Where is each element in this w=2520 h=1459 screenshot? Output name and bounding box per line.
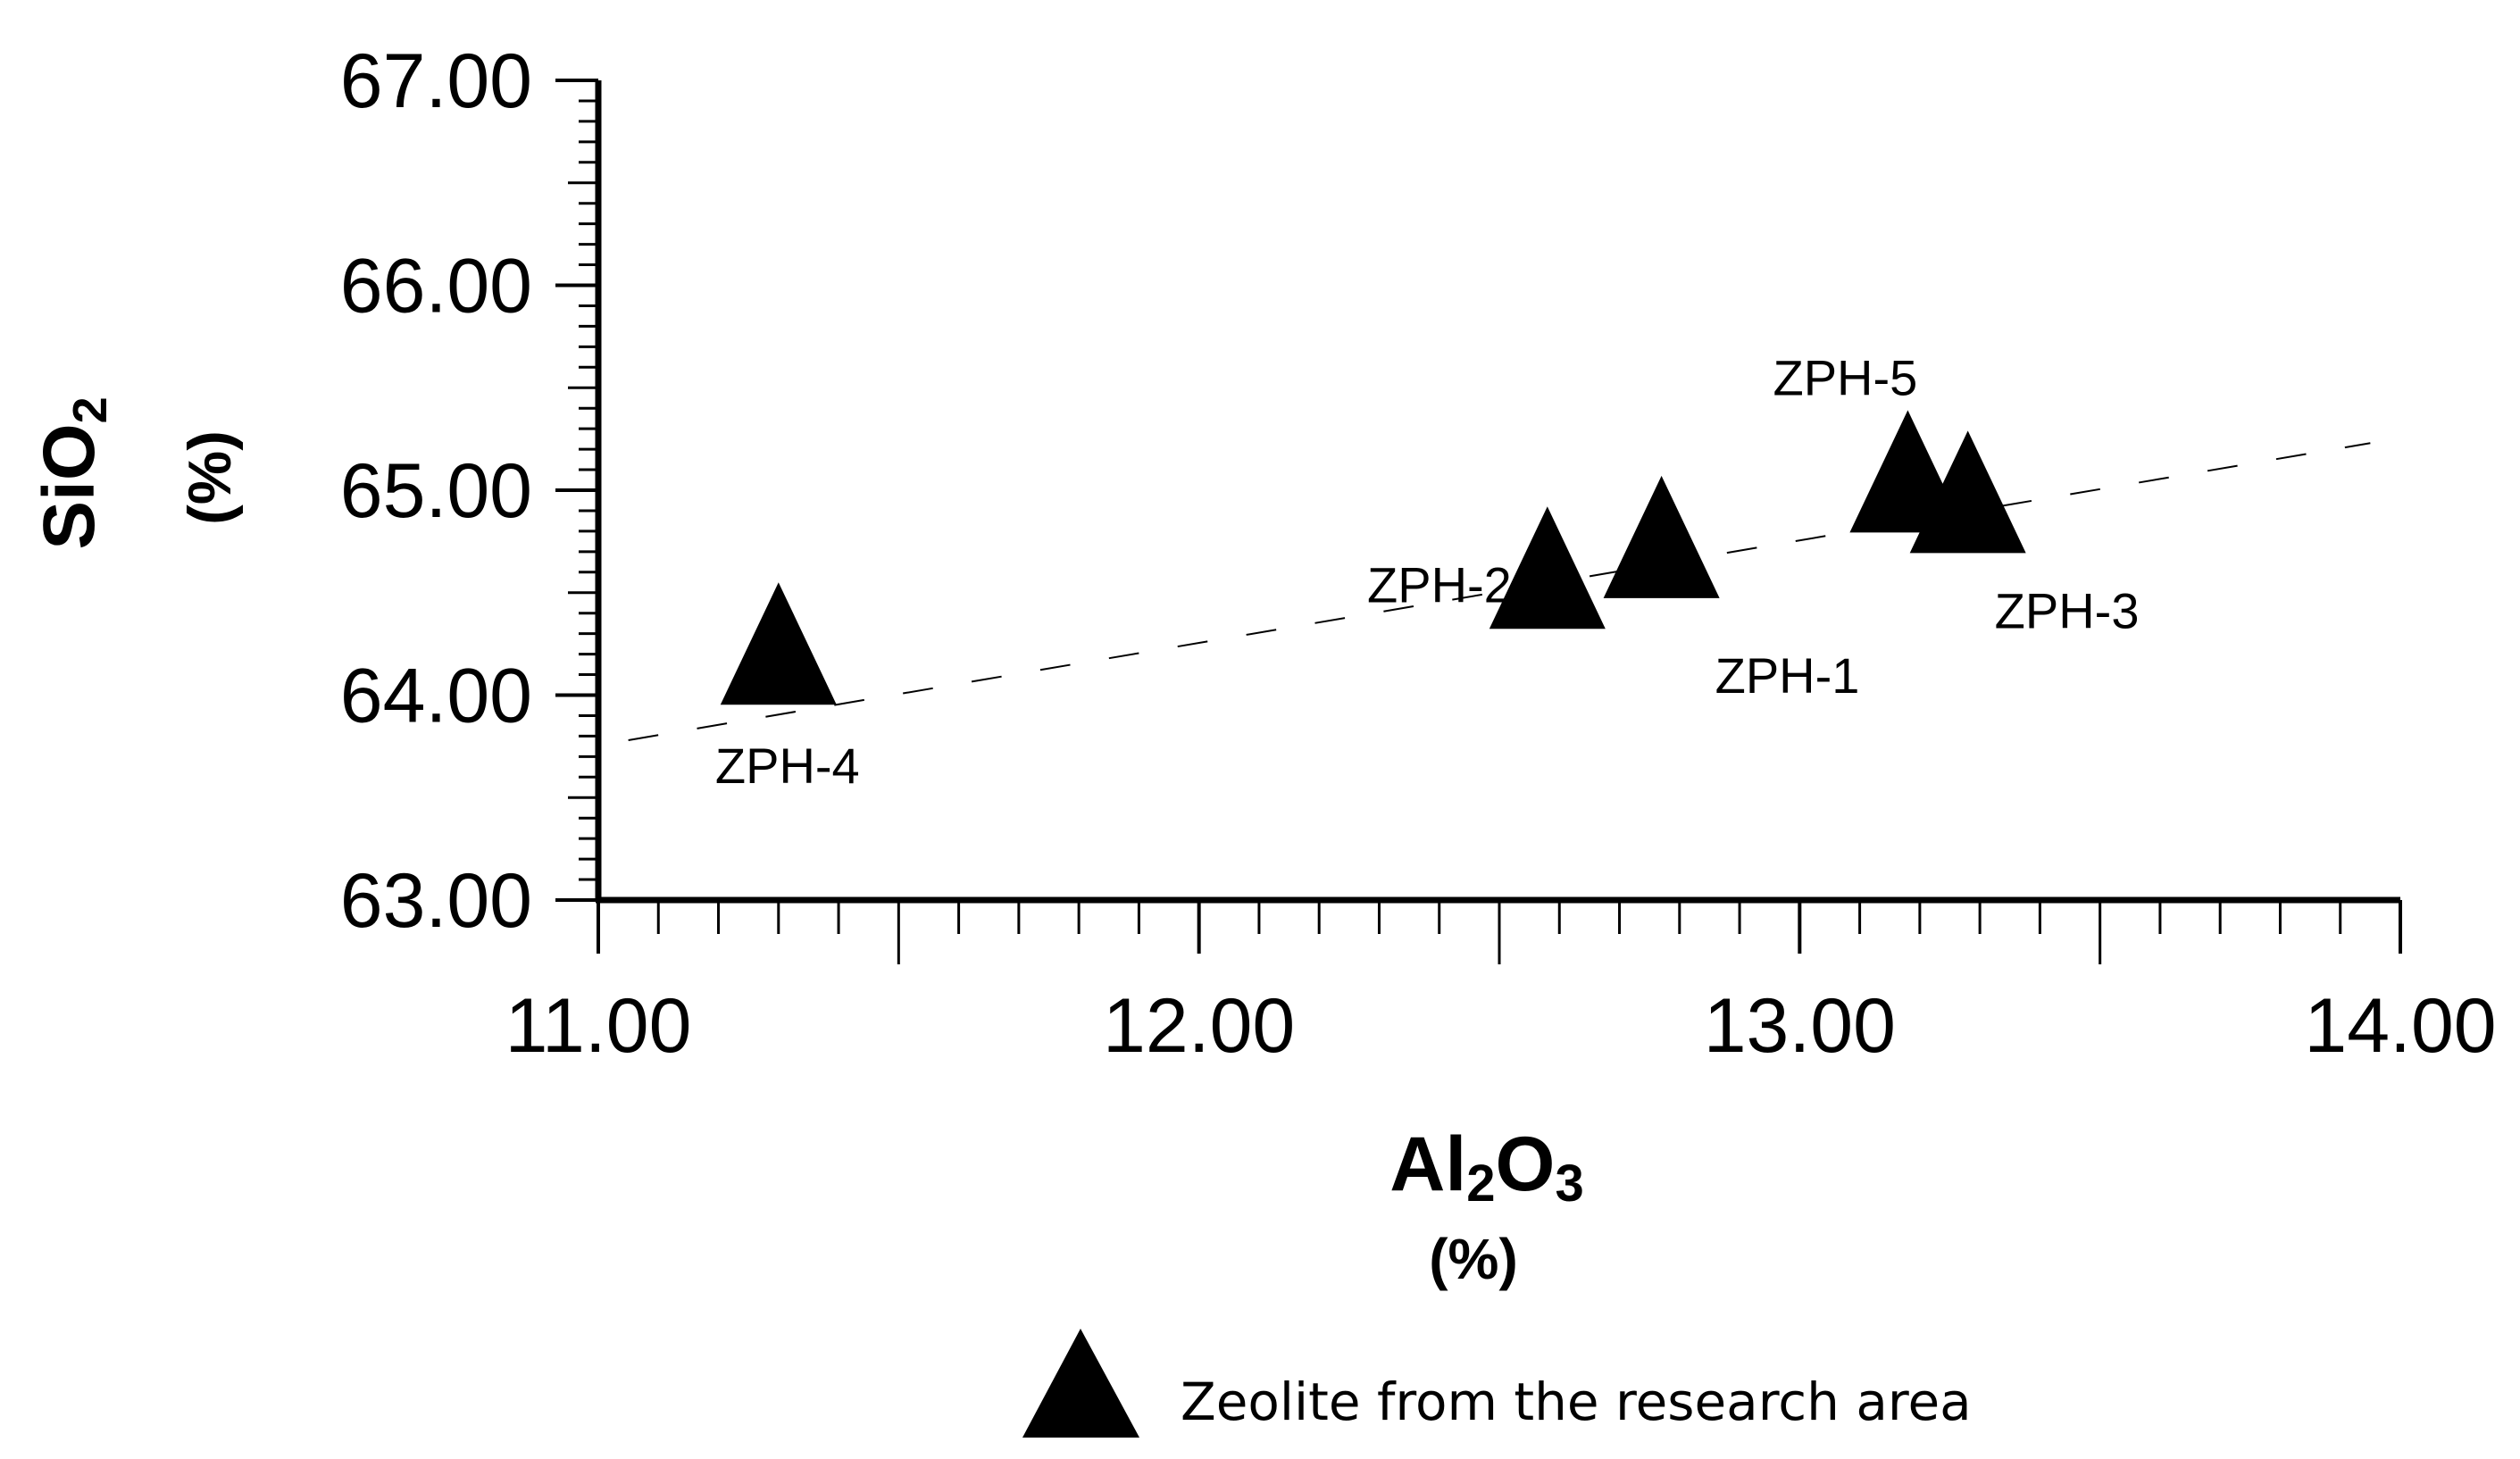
data-points xyxy=(720,410,2026,705)
x-tick-label: 14.00 xyxy=(2304,983,2496,1069)
y-tick-label: 65.00 xyxy=(340,448,532,534)
x-axis-unit: (%) xyxy=(1429,1227,1518,1291)
triangle-marker xyxy=(1489,506,1606,629)
x-axis-tick-labels: 11.00 12.00 13.00 14.00 xyxy=(505,983,2497,1069)
x-axis-title-mid: O xyxy=(1496,1121,1556,1207)
trendline-group xyxy=(628,442,2371,741)
data-point-labels: ZPH-1 ZPH-2 ZPH-3 ZPH-4 ZPH-5 xyxy=(715,349,2140,794)
legend-label: Zeolite from the research area xyxy=(1181,1371,1972,1432)
x-axis-title-subscript-1: 2 xyxy=(1466,1155,1495,1213)
point-label: ZPH-4 xyxy=(715,738,860,794)
point-label: ZPH-5 xyxy=(1773,349,1918,405)
y-axis-title-main: SiO xyxy=(29,423,110,549)
y-axis-tick-labels: 63.00 64.00 65.00 66.00 67.00 xyxy=(340,38,532,944)
legend-triangle-icon xyxy=(1022,1329,1139,1438)
x-axis-title-main: Al xyxy=(1389,1121,1466,1207)
x-axis-title-subscript-2: 3 xyxy=(1555,1155,1583,1213)
x-tick-label: 13.00 xyxy=(1704,983,1896,1069)
point-label: ZPH-3 xyxy=(1995,582,2140,638)
axes xyxy=(595,80,2400,904)
x-axis-ticks xyxy=(597,900,2402,964)
y-axis-ticks xyxy=(555,79,598,902)
point-label: ZPH-1 xyxy=(1715,647,1860,704)
triangle-marker xyxy=(1849,410,1966,533)
y-tick-label: 64.00 xyxy=(340,654,532,739)
y-tick-label: 67.00 xyxy=(340,38,532,124)
x-tick-label: 11.00 xyxy=(505,983,692,1069)
x-tick-label: 12.00 xyxy=(1103,983,1295,1069)
legend: Zeolite from the research area xyxy=(1022,1329,1972,1438)
trendline xyxy=(628,442,2371,741)
triangle-marker xyxy=(1603,475,1720,598)
y-axis-unit: (%) xyxy=(176,430,244,525)
y-axis-title-subscript: 2 xyxy=(63,396,117,423)
y-tick-label: 63.00 xyxy=(340,858,532,944)
y-tick-label: 66.00 xyxy=(340,244,532,329)
x-axis-title: Al2O3 xyxy=(1389,1121,1583,1213)
y-axis-title: SiO2 xyxy=(29,396,117,549)
triangle-marker xyxy=(720,582,837,705)
point-label: ZPH-2 xyxy=(1367,556,1512,613)
